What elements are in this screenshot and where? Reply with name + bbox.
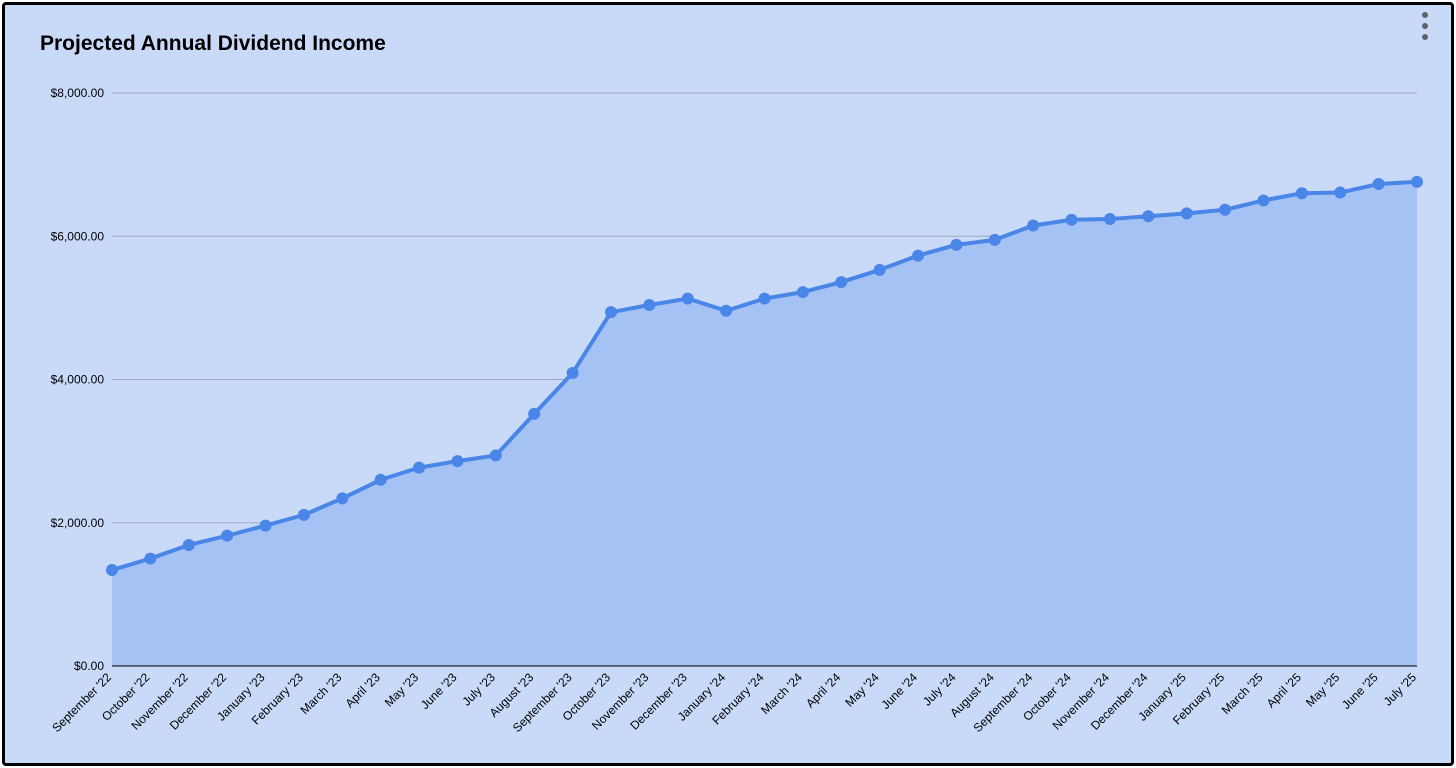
- data-point: [1219, 203, 1232, 216]
- y-tick-label: $6,000.00: [51, 229, 105, 243]
- data-point: [336, 492, 349, 505]
- y-tick-label: $0.00: [74, 659, 104, 673]
- data-point: [1065, 213, 1078, 226]
- x-tick-label: June '25: [1339, 670, 1381, 712]
- data-point: [297, 508, 310, 521]
- area-fill: [112, 181, 1417, 666]
- data-point: [374, 473, 387, 486]
- x-tick-label: June '23: [418, 670, 460, 712]
- x-tick-label: July '25: [1381, 670, 1420, 709]
- data-point: [1411, 175, 1423, 188]
- x-tick-label: March '24: [758, 670, 805, 717]
- x-tick-label: May '25: [1303, 670, 1343, 710]
- data-point: [720, 304, 733, 317]
- data-point: [451, 455, 464, 468]
- x-tick-label: April '24: [803, 670, 844, 711]
- data-point: [528, 407, 541, 420]
- data-point: [489, 449, 502, 462]
- x-tick-label: March '25: [1219, 670, 1266, 717]
- data-point: [1103, 213, 1116, 226]
- menu-dot: [1422, 12, 1428, 18]
- x-tick-label: September '22: [49, 670, 114, 735]
- x-tick-label: July '24: [920, 670, 959, 709]
- x-tick-label: April '25: [1264, 670, 1305, 711]
- data-point: [182, 538, 195, 551]
- data-point: [1027, 219, 1040, 232]
- menu-dot: [1422, 23, 1428, 29]
- data-point: [988, 233, 1001, 246]
- more-vert-icon[interactable]: [1418, 10, 1432, 44]
- data-point: [1142, 210, 1155, 223]
- data-point: [873, 263, 886, 276]
- data-point: [566, 367, 579, 380]
- chart-title: Projected Annual Dividend Income: [40, 32, 386, 55]
- data-point: [604, 306, 617, 319]
- y-tick-label: $8,000.00: [51, 86, 105, 100]
- data-point: [259, 519, 272, 532]
- data-point: [950, 238, 963, 251]
- x-tick-label: May '24: [842, 670, 882, 710]
- data-point: [681, 292, 694, 305]
- data-point: [796, 286, 809, 299]
- data-point: [1180, 207, 1193, 220]
- data-point: [912, 249, 925, 262]
- data-point: [643, 299, 656, 312]
- x-tick-label: April '23: [343, 670, 384, 711]
- x-tick-label: June '24: [878, 670, 920, 712]
- data-point: [221, 529, 234, 542]
- data-point: [758, 292, 771, 305]
- data-point: [1295, 187, 1308, 200]
- data-point: [144, 552, 157, 565]
- data-point: [1372, 177, 1385, 190]
- menu-dot: [1422, 34, 1428, 40]
- data-point: [413, 461, 426, 474]
- data-point: [835, 276, 848, 289]
- y-tick-label: $4,000.00: [51, 373, 105, 387]
- data-point: [1334, 186, 1347, 199]
- x-tick-label: March '23: [298, 670, 345, 717]
- data-point: [1257, 194, 1270, 207]
- data-point: [106, 564, 118, 577]
- x-tick-label: July '23: [460, 670, 499, 709]
- y-tick-label: $2,000.00: [51, 516, 105, 530]
- x-tick-label: May '23: [382, 670, 422, 710]
